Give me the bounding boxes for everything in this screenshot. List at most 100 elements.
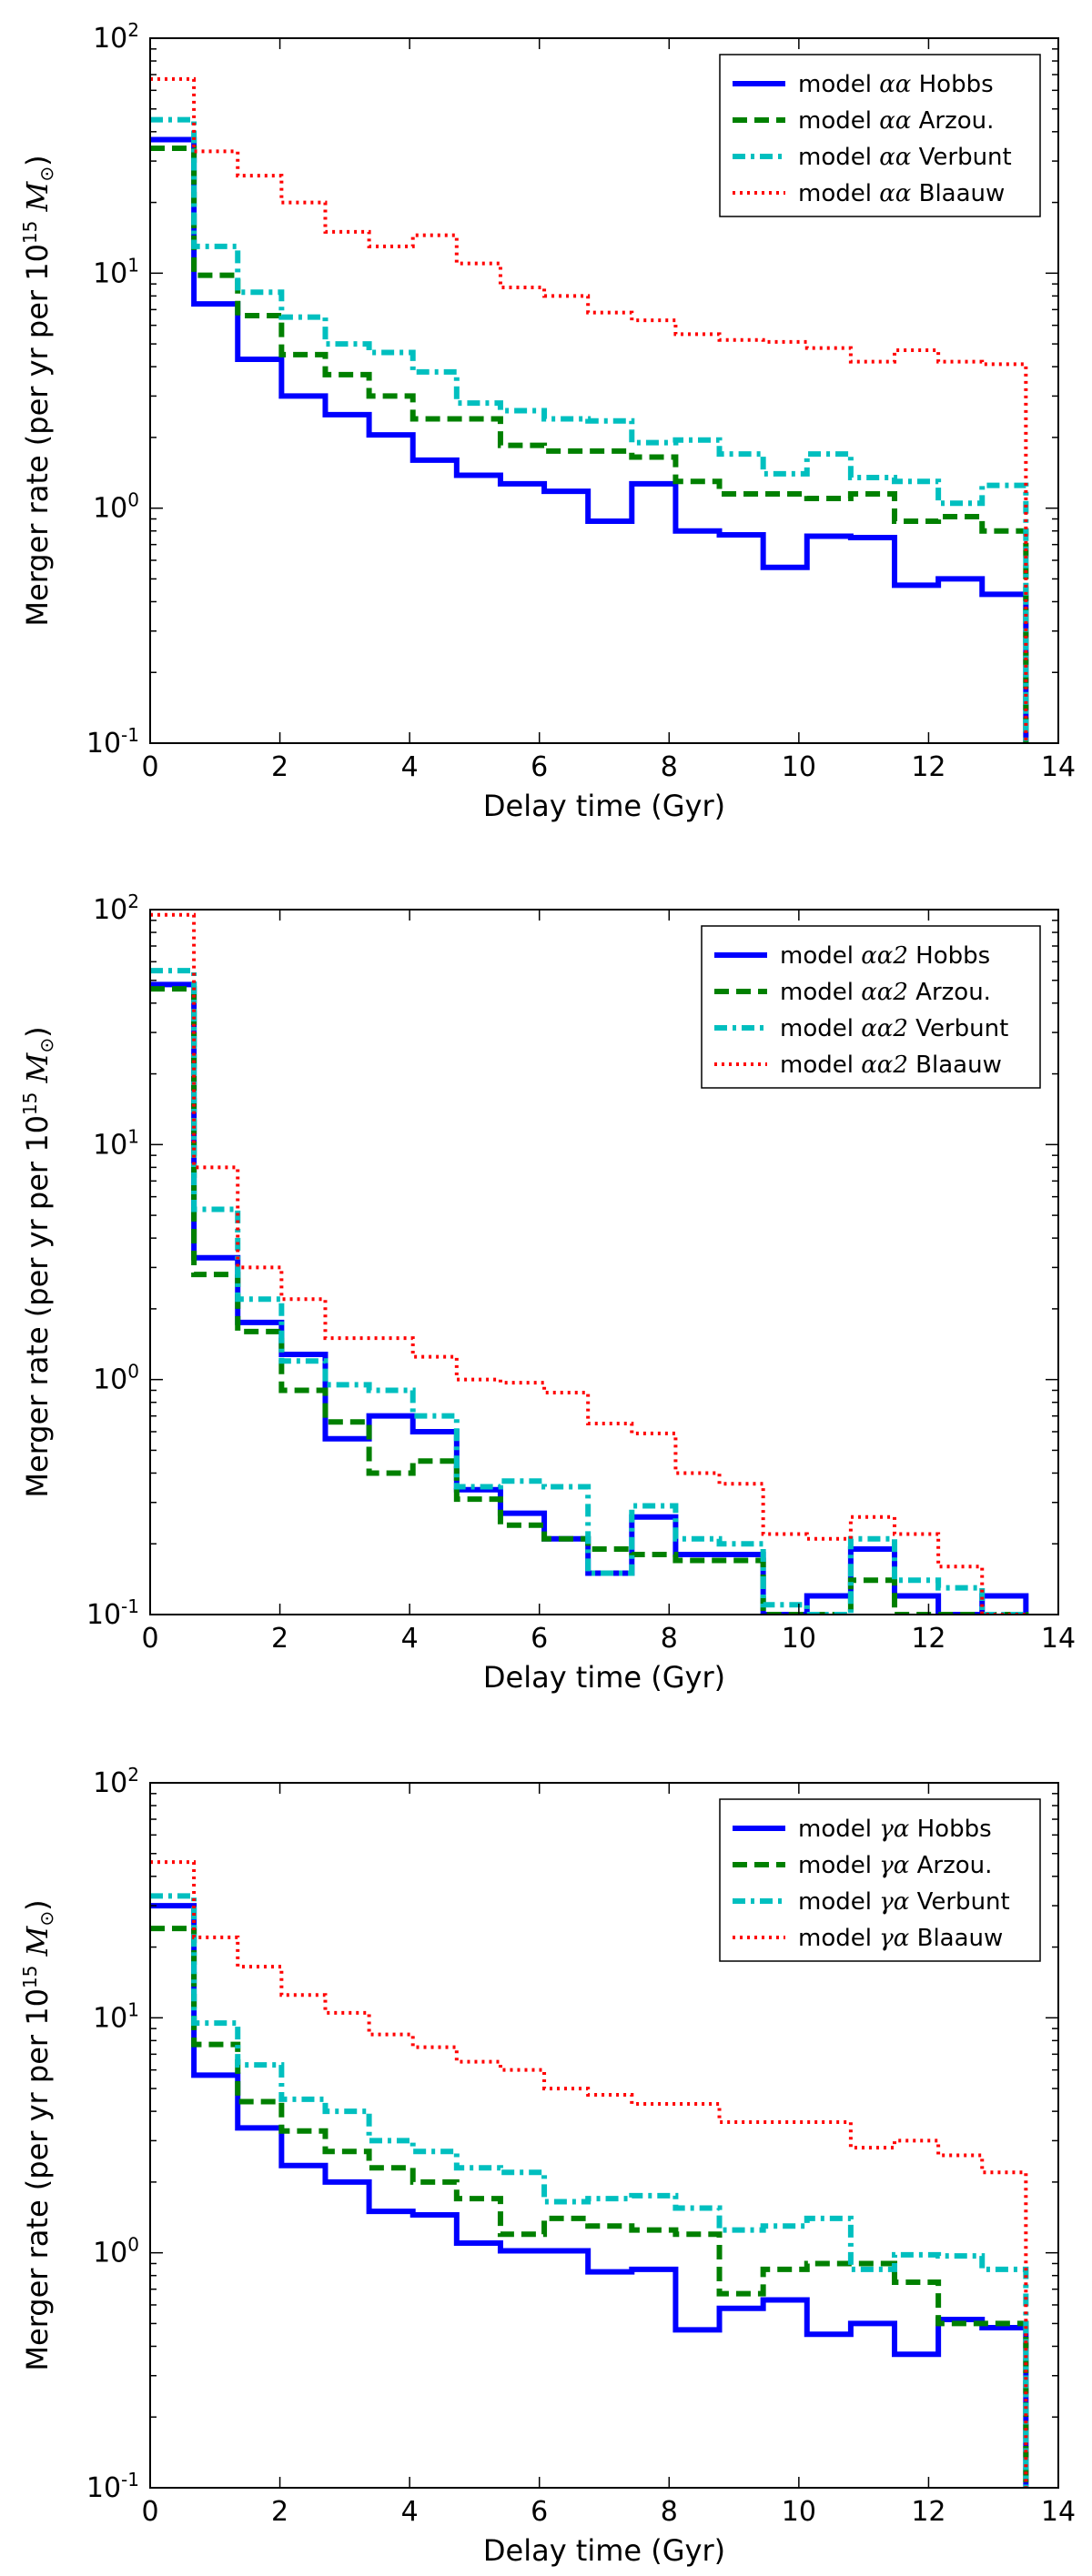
legend-prefix: model xyxy=(798,144,879,171)
legend-label-0: model αα Hobbs xyxy=(798,71,994,98)
y-tick-label: 102 xyxy=(93,1764,139,1799)
series-line-3 xyxy=(150,912,1028,1615)
y-label-mass: M xyxy=(20,180,55,220)
legend-suffix: Hobbs xyxy=(909,1816,991,1843)
legend-suffix: Verbunt xyxy=(911,144,1011,171)
y-tick-base: 10 xyxy=(93,2002,127,2034)
x-tick-label: 0 xyxy=(141,751,158,783)
legend-label-2: model αα Verbunt xyxy=(798,144,1012,171)
y-tick-exp: -1 xyxy=(121,1595,139,1617)
legend-greek: γα xyxy=(879,1925,910,1952)
y-tick-base: 10 xyxy=(93,894,127,926)
legend-suffix: Hobbs xyxy=(911,71,993,98)
legend-greek: αα xyxy=(879,107,912,135)
y-label-sun: ⊙ xyxy=(35,1038,57,1053)
legend-greek: αα2 xyxy=(861,979,908,1006)
y-tick-base: 10 xyxy=(86,728,121,760)
legend-label-1: model αα Arzou. xyxy=(798,107,994,135)
series-line-3 xyxy=(150,76,1028,743)
y-label-mass: M xyxy=(20,1925,55,1965)
y-axis-label: Merger rate (per yr per 1015 M⊙) xyxy=(19,1026,57,1497)
legend-suffix: Verbunt xyxy=(908,1015,1008,1042)
legend-suffix: Blaauw xyxy=(909,1925,1003,1952)
x-axis-label: Delay time (Gyr) xyxy=(483,789,725,823)
y-tick-exp: 2 xyxy=(127,1764,139,1786)
y-axis-label: Merger rate (per yr per 1015 M⊙) xyxy=(19,1899,57,2370)
legend-greek: αα xyxy=(879,180,912,207)
y-tick-exp: 0 xyxy=(127,489,139,511)
y-tick-base: 10 xyxy=(93,257,127,289)
legend-prefix: model xyxy=(780,942,861,970)
series-line-0 xyxy=(150,136,1029,743)
legend-prefix: model xyxy=(780,979,861,1006)
legend-prefix: model xyxy=(798,1816,879,1843)
x-tick-label: 10 xyxy=(782,2496,816,2528)
y-label-exp: 15 xyxy=(19,1092,41,1115)
legend-prefix: model xyxy=(798,71,879,98)
y-tick-exp: 1 xyxy=(127,1125,139,1147)
y-tick-label: 100 xyxy=(93,489,139,525)
legend-label-3: model γα Blaauw xyxy=(798,1925,1003,1952)
legend-greek: αα xyxy=(879,144,912,171)
legend-prefix: model xyxy=(798,107,879,135)
y-tick-base: 10 xyxy=(86,1599,121,1631)
y-tick-label: 100 xyxy=(93,1361,139,1396)
legend-label-2: model αα2 Verbunt xyxy=(780,1015,1008,1042)
y-tick-label: 101 xyxy=(93,1125,139,1161)
x-tick-label: 0 xyxy=(141,1623,158,1655)
series-line-2 xyxy=(150,116,1029,743)
x-tick-label: 6 xyxy=(531,751,548,783)
y-label-close: ) xyxy=(20,1026,55,1037)
x-tick-label: 2 xyxy=(271,2496,288,2528)
x-tick-label: 12 xyxy=(911,751,945,783)
legend-label-1: model γα Arzou. xyxy=(798,1852,992,1879)
y-tick-label: 101 xyxy=(93,254,139,289)
legend-suffix: Blaauw xyxy=(911,180,1005,207)
x-tick-label: 2 xyxy=(271,751,288,783)
legend-greek: γα xyxy=(879,1852,910,1879)
series-group xyxy=(150,1860,1029,2488)
plot-frame xyxy=(149,1782,1059,2489)
x-tick-label: 14 xyxy=(1041,2496,1076,2528)
x-axis-label: Delay time (Gyr) xyxy=(483,1660,725,1695)
y-tick-exp: -1 xyxy=(121,724,139,746)
legend-suffix: Arzou. xyxy=(908,979,991,1006)
y-tick-base: 10 xyxy=(93,1364,127,1396)
y-tick-label: 102 xyxy=(93,891,139,926)
y-tick-label: 10-1 xyxy=(86,2469,139,2504)
y-label-text: Merger rate (per yr per 10 xyxy=(20,244,55,627)
legend-prefix: model xyxy=(798,1852,879,1879)
series-line-3 xyxy=(150,1860,1028,2488)
legend-suffix: Blaauw xyxy=(908,1052,1002,1079)
legend-greek: αα2 xyxy=(861,942,908,970)
legend-prefix: model xyxy=(798,1888,879,1916)
series-group xyxy=(150,76,1029,743)
y-tick-label: 102 xyxy=(93,19,139,55)
y-tick-label: 10-1 xyxy=(86,1595,139,1631)
legend-suffix: Arzou. xyxy=(911,107,994,135)
y-tick-exp: -1 xyxy=(121,2469,139,2490)
series-line-2 xyxy=(150,968,1029,1615)
y-tick-base: 10 xyxy=(86,2472,121,2504)
legend-greek: γα xyxy=(879,1888,910,1916)
legend-label-2: model γα Verbunt xyxy=(798,1888,1010,1916)
legend-suffix: Verbunt xyxy=(909,1888,1009,1916)
series-line-1 xyxy=(150,1926,1029,2488)
x-tick-label: 10 xyxy=(782,1623,816,1655)
x-tick-label: 8 xyxy=(661,1623,678,1655)
x-tick-label: 14 xyxy=(1041,751,1076,783)
x-tick-label: 12 xyxy=(911,1623,945,1655)
legend-prefix: model xyxy=(798,180,879,207)
x-tick-label: 8 xyxy=(661,751,678,783)
x-tick-label: 8 xyxy=(661,2496,678,2528)
legend-greek: γα xyxy=(879,1816,910,1843)
series-line-0 xyxy=(150,1903,1029,2488)
y-tick-exp: 2 xyxy=(127,891,139,912)
y-label-sun: ⊙ xyxy=(35,166,57,182)
y-label-text: Merger rate (per yr per 10 xyxy=(20,1988,55,2371)
y-tick-base: 10 xyxy=(93,2238,127,2269)
legend-label-1: model αα2 Arzou. xyxy=(780,979,991,1006)
